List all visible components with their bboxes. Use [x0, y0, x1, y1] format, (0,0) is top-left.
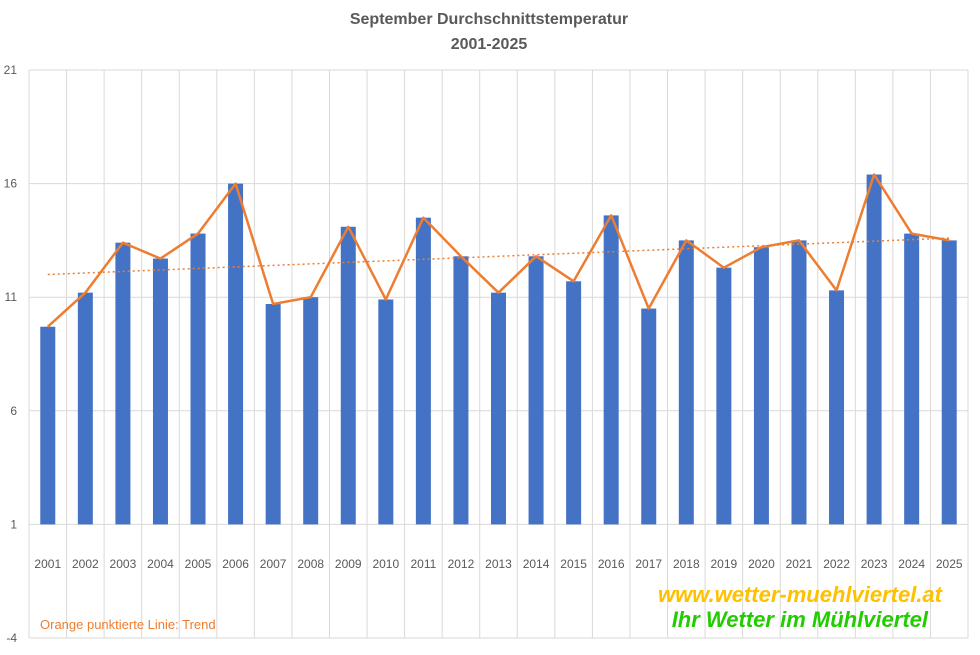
x-tick-label: 2009	[335, 557, 362, 571]
x-tick-label: 2005	[185, 557, 212, 571]
bar	[77, 292, 93, 525]
bar	[115, 242, 131, 525]
x-tick-label: 2012	[448, 557, 475, 571]
line-series	[46, 173, 950, 328]
bar	[904, 233, 920, 525]
temperature-line	[46, 173, 950, 328]
bar	[340, 226, 356, 525]
y-tick-label: -4	[6, 631, 17, 645]
bar	[791, 240, 807, 525]
bar	[603, 215, 619, 525]
y-tick-label: 6	[10, 404, 17, 418]
watermark-slogan: Ihr Wetter im Mühlviertel	[672, 607, 929, 632]
bars	[40, 174, 957, 525]
x-tick-label: 2025	[936, 557, 963, 571]
x-tick-label: 2020	[748, 557, 775, 571]
trend-line	[47, 237, 950, 276]
x-tick-label: 2013	[485, 557, 512, 571]
trend-note: Orange punktierte Linie: Trend	[40, 617, 216, 632]
x-tick-label: 2019	[711, 557, 738, 571]
bar	[453, 256, 469, 525]
bar	[678, 240, 694, 525]
bar	[228, 183, 244, 525]
bar	[941, 240, 957, 525]
bar	[866, 174, 882, 525]
x-tick-label: 2008	[297, 557, 324, 571]
bar	[40, 326, 56, 525]
x-tick-label: 2017	[635, 557, 662, 571]
x-tick-label: 2024	[898, 557, 925, 571]
x-tick-label: 2018	[673, 557, 700, 571]
x-tick-label: 2016	[598, 557, 625, 571]
x-tick-label: 2011	[410, 557, 436, 571]
x-tick-label: 2006	[222, 557, 249, 571]
y-tick-label: 16	[4, 177, 18, 191]
x-tick-label: 2021	[786, 557, 813, 571]
x-tick-label: 2001	[34, 557, 61, 571]
y-tick-label: 21	[4, 63, 18, 77]
x-tick-label: 2007	[260, 557, 287, 571]
bar	[303, 297, 319, 525]
x-tick-label: 2015	[560, 557, 587, 571]
bar	[716, 267, 732, 525]
x-tick-label: 2004	[147, 557, 174, 571]
bar	[378, 299, 394, 525]
y-tick-label: 1	[10, 517, 17, 531]
chart-subtitle: 2001-2025	[451, 36, 528, 53]
bar	[829, 290, 845, 525]
watermark-url: www.wetter-muehlviertel.at	[658, 582, 944, 607]
chart-title: September Durchschnittstemperatur	[350, 11, 628, 28]
x-axis-ticks: 2001 2002 2003 2004 2005 2006 2007 2008 2009 2010…	[34, 557, 962, 571]
bar	[641, 308, 657, 525]
bar	[753, 247, 769, 525]
bar	[265, 304, 281, 525]
bar	[190, 233, 206, 525]
x-tick-label: 2002	[72, 557, 99, 571]
gridlines	[28, 69, 969, 639]
y-tick-label: 11	[5, 290, 18, 304]
x-tick-label: 2010	[372, 557, 399, 571]
x-tick-label: 2014	[523, 557, 550, 571]
bar	[566, 281, 582, 525]
x-tick-label: 2022	[823, 557, 850, 571]
bar	[415, 217, 431, 525]
bar	[491, 292, 506, 525]
bar	[528, 256, 544, 525]
x-tick-label: 2003	[110, 557, 137, 571]
x-tick-label: 2023	[861, 557, 888, 571]
bar	[152, 258, 168, 525]
